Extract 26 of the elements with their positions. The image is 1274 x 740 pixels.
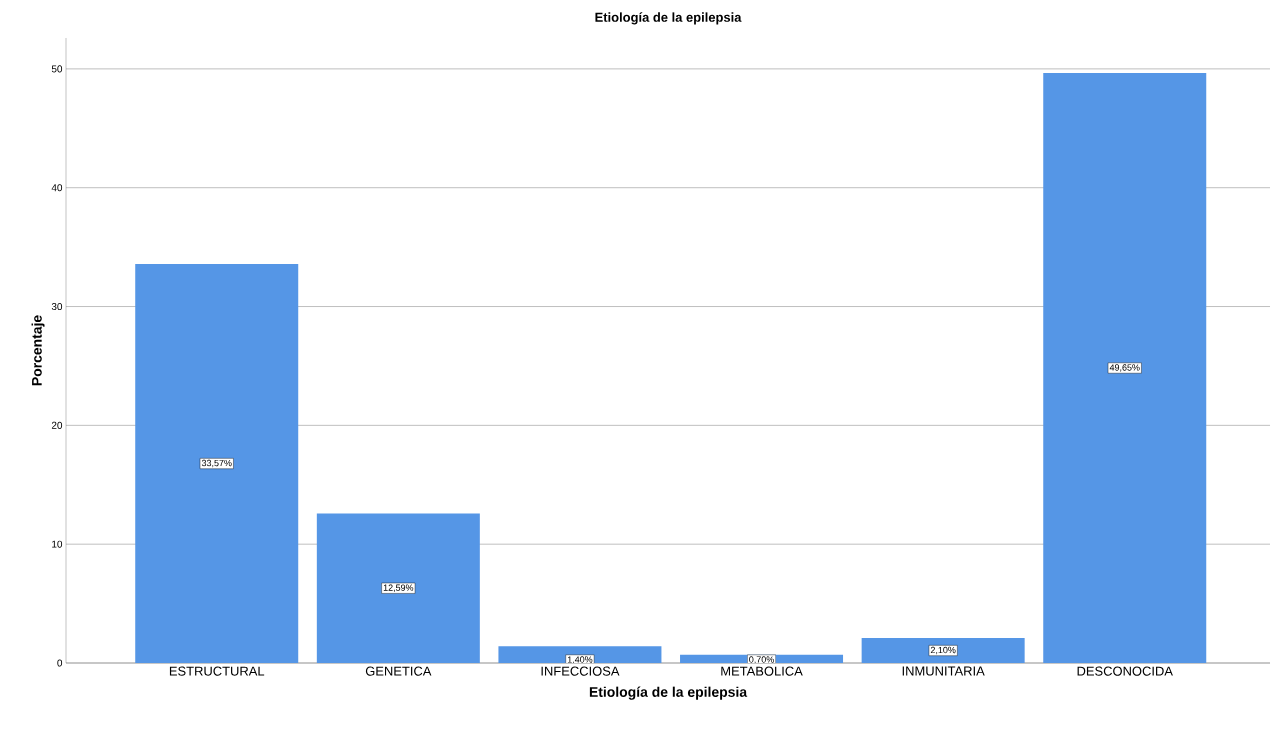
y-tick-label: 30 bbox=[51, 303, 63, 311]
y-tick-label: 10 bbox=[52, 540, 63, 548]
x-tick-label: INMUNITARIA bbox=[902, 666, 985, 676]
data-label: 2,10% bbox=[930, 646, 956, 655]
bar bbox=[135, 264, 299, 663]
y-tick-label: 20 bbox=[51, 421, 63, 429]
y-tick-label: 40 bbox=[51, 184, 63, 192]
chart-title: Etiología de la epilepsia bbox=[595, 12, 742, 25]
data-label: 12,59% bbox=[383, 584, 414, 592]
data-label: 33,57% bbox=[201, 459, 232, 468]
bar bbox=[861, 638, 1025, 663]
data-label: 1,40% bbox=[567, 656, 593, 664]
data-label: 0,70% bbox=[749, 656, 774, 664]
bar bbox=[1043, 73, 1207, 663]
x-tick-label: INFECCIOSA bbox=[541, 666, 620, 676]
data-label: 49,65% bbox=[1109, 364, 1140, 372]
x-axis-title: Etiología de la epilepsia bbox=[589, 686, 748, 700]
x-tick-label: GENETICA bbox=[365, 666, 432, 676]
x-tick-label: METABOLICA bbox=[721, 666, 803, 676]
bar bbox=[498, 646, 662, 663]
x-tick-label: DESCONOCIDA bbox=[1077, 666, 1173, 676]
x-tick-label: ESTRUCTURAL bbox=[169, 666, 265, 676]
y-tick-label: 50 bbox=[51, 65, 63, 73]
y-tick-label: 0 bbox=[57, 659, 63, 667]
y-axis-title: Porcentaje bbox=[31, 315, 45, 386]
bar bbox=[316, 513, 480, 663]
